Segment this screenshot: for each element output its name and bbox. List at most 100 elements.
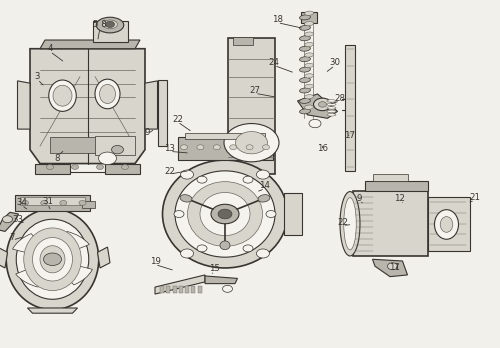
Bar — [15, 195, 90, 211]
Circle shape — [46, 165, 54, 169]
Text: 33: 33 — [12, 215, 23, 224]
Ellipse shape — [95, 79, 120, 109]
Circle shape — [256, 249, 270, 258]
Circle shape — [79, 200, 86, 205]
Circle shape — [262, 145, 270, 150]
Ellipse shape — [300, 98, 310, 103]
Polygon shape — [105, 164, 140, 174]
Polygon shape — [0, 247, 8, 268]
Text: 28: 28 — [334, 94, 345, 103]
Wedge shape — [52, 259, 92, 285]
Circle shape — [60, 200, 67, 205]
Circle shape — [218, 209, 232, 219]
Ellipse shape — [300, 15, 310, 20]
Wedge shape — [16, 259, 52, 287]
Circle shape — [222, 285, 232, 292]
Ellipse shape — [24, 228, 81, 291]
Text: 34: 34 — [16, 198, 27, 207]
Circle shape — [211, 204, 239, 224]
Ellipse shape — [304, 63, 314, 68]
Bar — [365, 181, 428, 191]
Bar — [284, 193, 302, 235]
Text: 15: 15 — [210, 264, 220, 273]
Ellipse shape — [300, 109, 310, 114]
Circle shape — [309, 119, 321, 128]
Ellipse shape — [304, 42, 314, 47]
Ellipse shape — [200, 192, 250, 236]
Polygon shape — [18, 81, 30, 129]
Text: 21: 21 — [470, 193, 480, 202]
Ellipse shape — [258, 195, 270, 202]
Bar — [185, 286, 189, 293]
Ellipse shape — [49, 80, 76, 111]
Text: 9: 9 — [145, 128, 150, 137]
Circle shape — [318, 102, 326, 107]
Text: 11: 11 — [390, 263, 400, 272]
Bar — [179, 286, 183, 293]
Bar — [232, 37, 252, 45]
Text: 18: 18 — [272, 15, 283, 24]
Polygon shape — [40, 40, 140, 49]
Ellipse shape — [327, 103, 336, 105]
Circle shape — [2, 216, 12, 223]
Bar — [160, 286, 164, 293]
Text: 24: 24 — [268, 58, 280, 67]
Text: 4: 4 — [47, 44, 53, 53]
Ellipse shape — [162, 160, 288, 268]
Ellipse shape — [32, 237, 72, 281]
Polygon shape — [205, 276, 238, 284]
Ellipse shape — [304, 95, 314, 99]
Ellipse shape — [300, 46, 310, 51]
Ellipse shape — [304, 11, 314, 15]
Ellipse shape — [327, 100, 336, 102]
Ellipse shape — [304, 105, 314, 109]
Ellipse shape — [300, 25, 310, 30]
Ellipse shape — [102, 20, 118, 29]
Bar — [95, 136, 135, 155]
Bar — [178, 137, 272, 160]
Polygon shape — [0, 212, 18, 231]
Bar — [228, 38, 275, 174]
Ellipse shape — [304, 53, 314, 57]
Circle shape — [180, 249, 194, 258]
Text: 9: 9 — [356, 194, 362, 203]
Circle shape — [98, 152, 116, 165]
Bar — [345, 45, 355, 171]
Ellipse shape — [304, 22, 314, 26]
Text: 22: 22 — [164, 167, 175, 176]
Circle shape — [40, 200, 48, 205]
Circle shape — [243, 245, 253, 252]
Ellipse shape — [96, 17, 124, 33]
Text: 31: 31 — [42, 197, 53, 206]
Ellipse shape — [304, 84, 314, 88]
Text: 3: 3 — [35, 72, 40, 81]
Circle shape — [246, 145, 253, 150]
Circle shape — [236, 132, 268, 154]
Circle shape — [224, 124, 279, 162]
Circle shape — [72, 165, 78, 169]
Text: 22: 22 — [172, 114, 183, 124]
Circle shape — [44, 253, 62, 266]
Ellipse shape — [304, 32, 314, 36]
Bar — [50, 137, 100, 153]
Circle shape — [174, 211, 184, 218]
Bar — [352, 191, 428, 256]
Ellipse shape — [100, 84, 116, 104]
Ellipse shape — [16, 219, 89, 299]
Bar — [185, 133, 265, 139]
Text: 22: 22 — [337, 218, 348, 227]
Text: 17: 17 — [344, 131, 356, 140]
Ellipse shape — [188, 182, 262, 246]
Ellipse shape — [6, 209, 99, 310]
Circle shape — [180, 170, 194, 179]
Circle shape — [197, 245, 207, 252]
Bar — [20, 197, 85, 205]
Bar — [82, 201, 95, 208]
Ellipse shape — [434, 209, 458, 239]
Circle shape — [230, 145, 236, 150]
Ellipse shape — [327, 113, 336, 116]
Wedge shape — [52, 231, 90, 259]
Polygon shape — [298, 94, 338, 118]
Text: 7: 7 — [10, 233, 15, 242]
Circle shape — [180, 145, 188, 150]
